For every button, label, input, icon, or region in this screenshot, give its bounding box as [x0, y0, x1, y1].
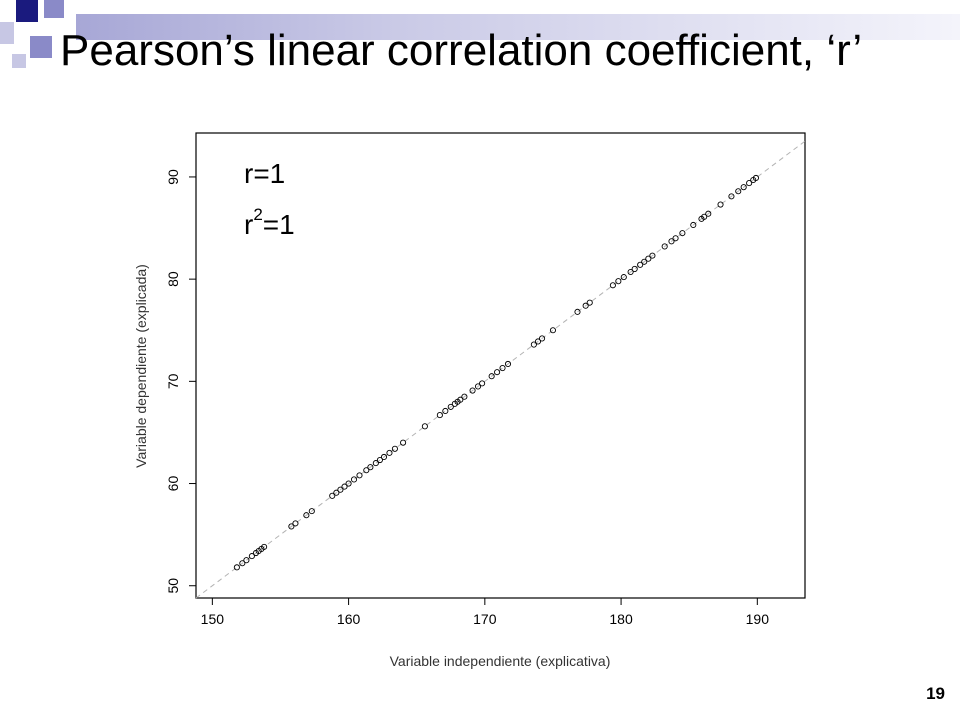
data-point: [627, 268, 634, 276]
data-point: [661, 243, 668, 250]
y-tick-label: 70: [165, 373, 181, 389]
data-point: [474, 383, 482, 390]
data-point: [690, 221, 697, 229]
data-point: [380, 453, 388, 461]
y-tick-label: 80: [165, 271, 181, 287]
data-point: [586, 299, 593, 306]
data-point: [574, 308, 581, 315]
data-point: [717, 201, 724, 208]
x-tick-label: 170: [473, 611, 497, 627]
data-point: [641, 258, 648, 265]
data-point: [620, 274, 627, 281]
x-tick-label: 150: [201, 611, 225, 627]
data-point: [582, 302, 589, 309]
data-point: [372, 460, 379, 467]
data-point: [261, 543, 268, 550]
x-tick-label: 180: [609, 611, 633, 627]
corner-square-light: [0, 22, 14, 44]
data-point: [308, 508, 315, 515]
y-axis: 50 60 70 80 90: [165, 169, 196, 594]
data-point: [292, 520, 299, 527]
x-tick-label: 160: [337, 611, 361, 627]
y-axis-label: Variable dependiente (explicada): [133, 264, 149, 468]
data-point: [233, 564, 240, 571]
data-point: [345, 480, 352, 487]
data-point: [329, 492, 336, 499]
annotation-r-squared: r2=1: [244, 205, 295, 240]
data-point: [288, 523, 295, 530]
data-point: [303, 512, 310, 519]
annotation-r: r=1: [244, 158, 285, 189]
data-point: [239, 560, 246, 567]
data-point: [631, 265, 638, 272]
data-point: [645, 255, 652, 262]
data-point: [705, 210, 712, 217]
data-point: [469, 387, 476, 394]
data-point: [461, 393, 468, 400]
data-point: [615, 278, 622, 285]
data-point: [391, 445, 398, 452]
data-point: [356, 472, 363, 479]
data-point: [367, 464, 374, 471]
data-point: [337, 486, 344, 493]
corner-square-dark: [16, 0, 38, 22]
data-point: [376, 456, 383, 464]
data-point: [248, 553, 255, 560]
corner-square-light-lower: [12, 54, 26, 68]
data-point: [479, 380, 486, 387]
data-point: [735, 188, 742, 195]
data-point: [436, 412, 443, 419]
x-axis: 150 160 170 180 190: [201, 598, 770, 627]
data-point: [243, 557, 250, 564]
x-tick-label: 190: [746, 611, 770, 627]
y-tick-label: 60: [165, 476, 181, 492]
data-points: [233, 174, 760, 571]
data-point: [549, 327, 557, 334]
data-point: [609, 282, 616, 289]
data-point: [333, 489, 340, 496]
data-point: [363, 467, 370, 474]
x-axis-label: Variable independiente (explicativa): [390, 653, 611, 669]
data-point: [442, 407, 449, 415]
slide-number: 19: [926, 684, 945, 703]
y-tick-label: 90: [165, 169, 181, 185]
data-point: [504, 360, 512, 368]
data-point: [746, 180, 753, 187]
annotation-r2-exponent: 2: [253, 205, 262, 224]
data-point: [386, 449, 393, 456]
data-point: [534, 338, 542, 345]
annotation-r2-rest: =1: [263, 209, 295, 240]
data-point: [679, 230, 686, 237]
data-point: [488, 373, 495, 380]
data-point: [457, 396, 464, 403]
data-point: [728, 193, 735, 200]
data-point: [421, 423, 428, 430]
data-point: [637, 261, 644, 268]
title-bar-gradient: [76, 14, 960, 40]
data-point: [350, 476, 358, 483]
data-point: [668, 238, 675, 245]
data-point: [400, 439, 407, 446]
data-point: [701, 213, 708, 220]
data-point: [341, 483, 348, 490]
y-tick-label: 50: [165, 578, 181, 594]
plot-frame: [195, 132, 806, 599]
data-point: [494, 369, 501, 376]
data-point: [530, 341, 537, 348]
data-point: [447, 403, 454, 410]
data-point: [752, 174, 760, 182]
data-point: [672, 235, 679, 242]
data-point: [539, 335, 546, 342]
data-point: [740, 184, 747, 191]
annotation-r2-base: r: [244, 209, 253, 240]
slide-title: Pearson’s linear correlation coefficient…: [60, 26, 863, 75]
data-point: [499, 365, 506, 372]
corner-square-mid-lower: [30, 36, 52, 58]
corner-square-mid: [44, 0, 64, 18]
data-point: [649, 252, 656, 259]
